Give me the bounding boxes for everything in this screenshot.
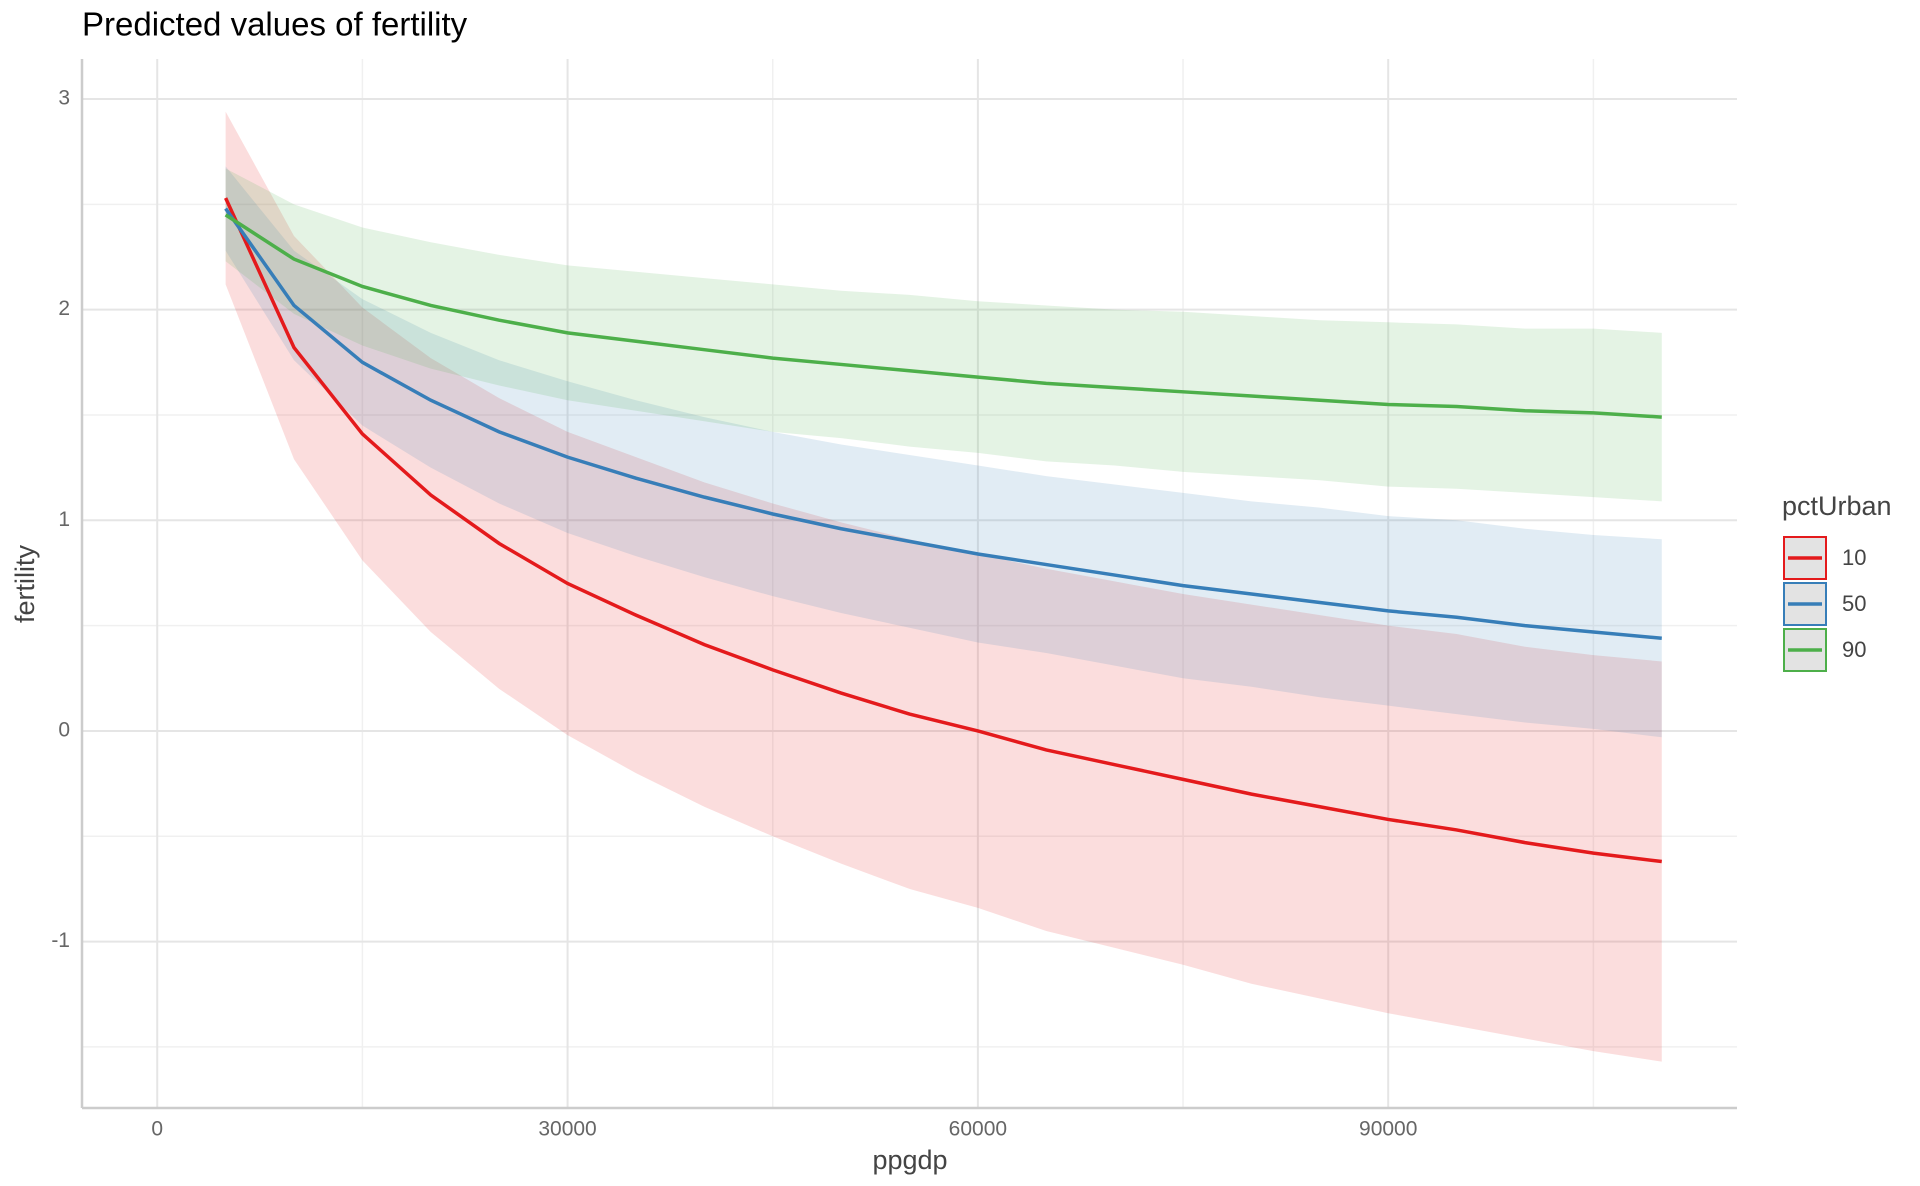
line <box>224 197 1662 864</box>
y-tick-label: 0 <box>58 718 70 741</box>
y-tick-label: -1 <box>51 929 70 952</box>
legend-title: pctUrban <box>1782 491 1892 521</box>
y-axis-label: fertility <box>10 545 40 624</box>
x-tick-label: 0 <box>151 1118 163 1141</box>
x-axis-label: ppgdp <box>872 1145 947 1175</box>
y-tick-label: 1 <box>58 508 70 531</box>
legend-label: 50 <box>1842 591 1866 616</box>
confidence-band <box>225 111 1662 1062</box>
x-tick-label: 30000 <box>538 1118 596 1141</box>
y-tick-label: 3 <box>58 87 70 110</box>
chart-title: Predicted values of fertility <box>82 6 468 43</box>
line <box>224 207 1662 641</box>
x-tick-label: 60000 <box>949 1118 1007 1141</box>
line <box>224 213 1662 419</box>
confidence-band <box>225 166 1662 738</box>
legend-label: 10 <box>1842 545 1866 570</box>
y-tick-label: 2 <box>58 297 70 320</box>
x-tick-label: 90000 <box>1359 1118 1417 1141</box>
confidence-band <box>225 168 1662 502</box>
legend-label: 90 <box>1842 637 1866 662</box>
